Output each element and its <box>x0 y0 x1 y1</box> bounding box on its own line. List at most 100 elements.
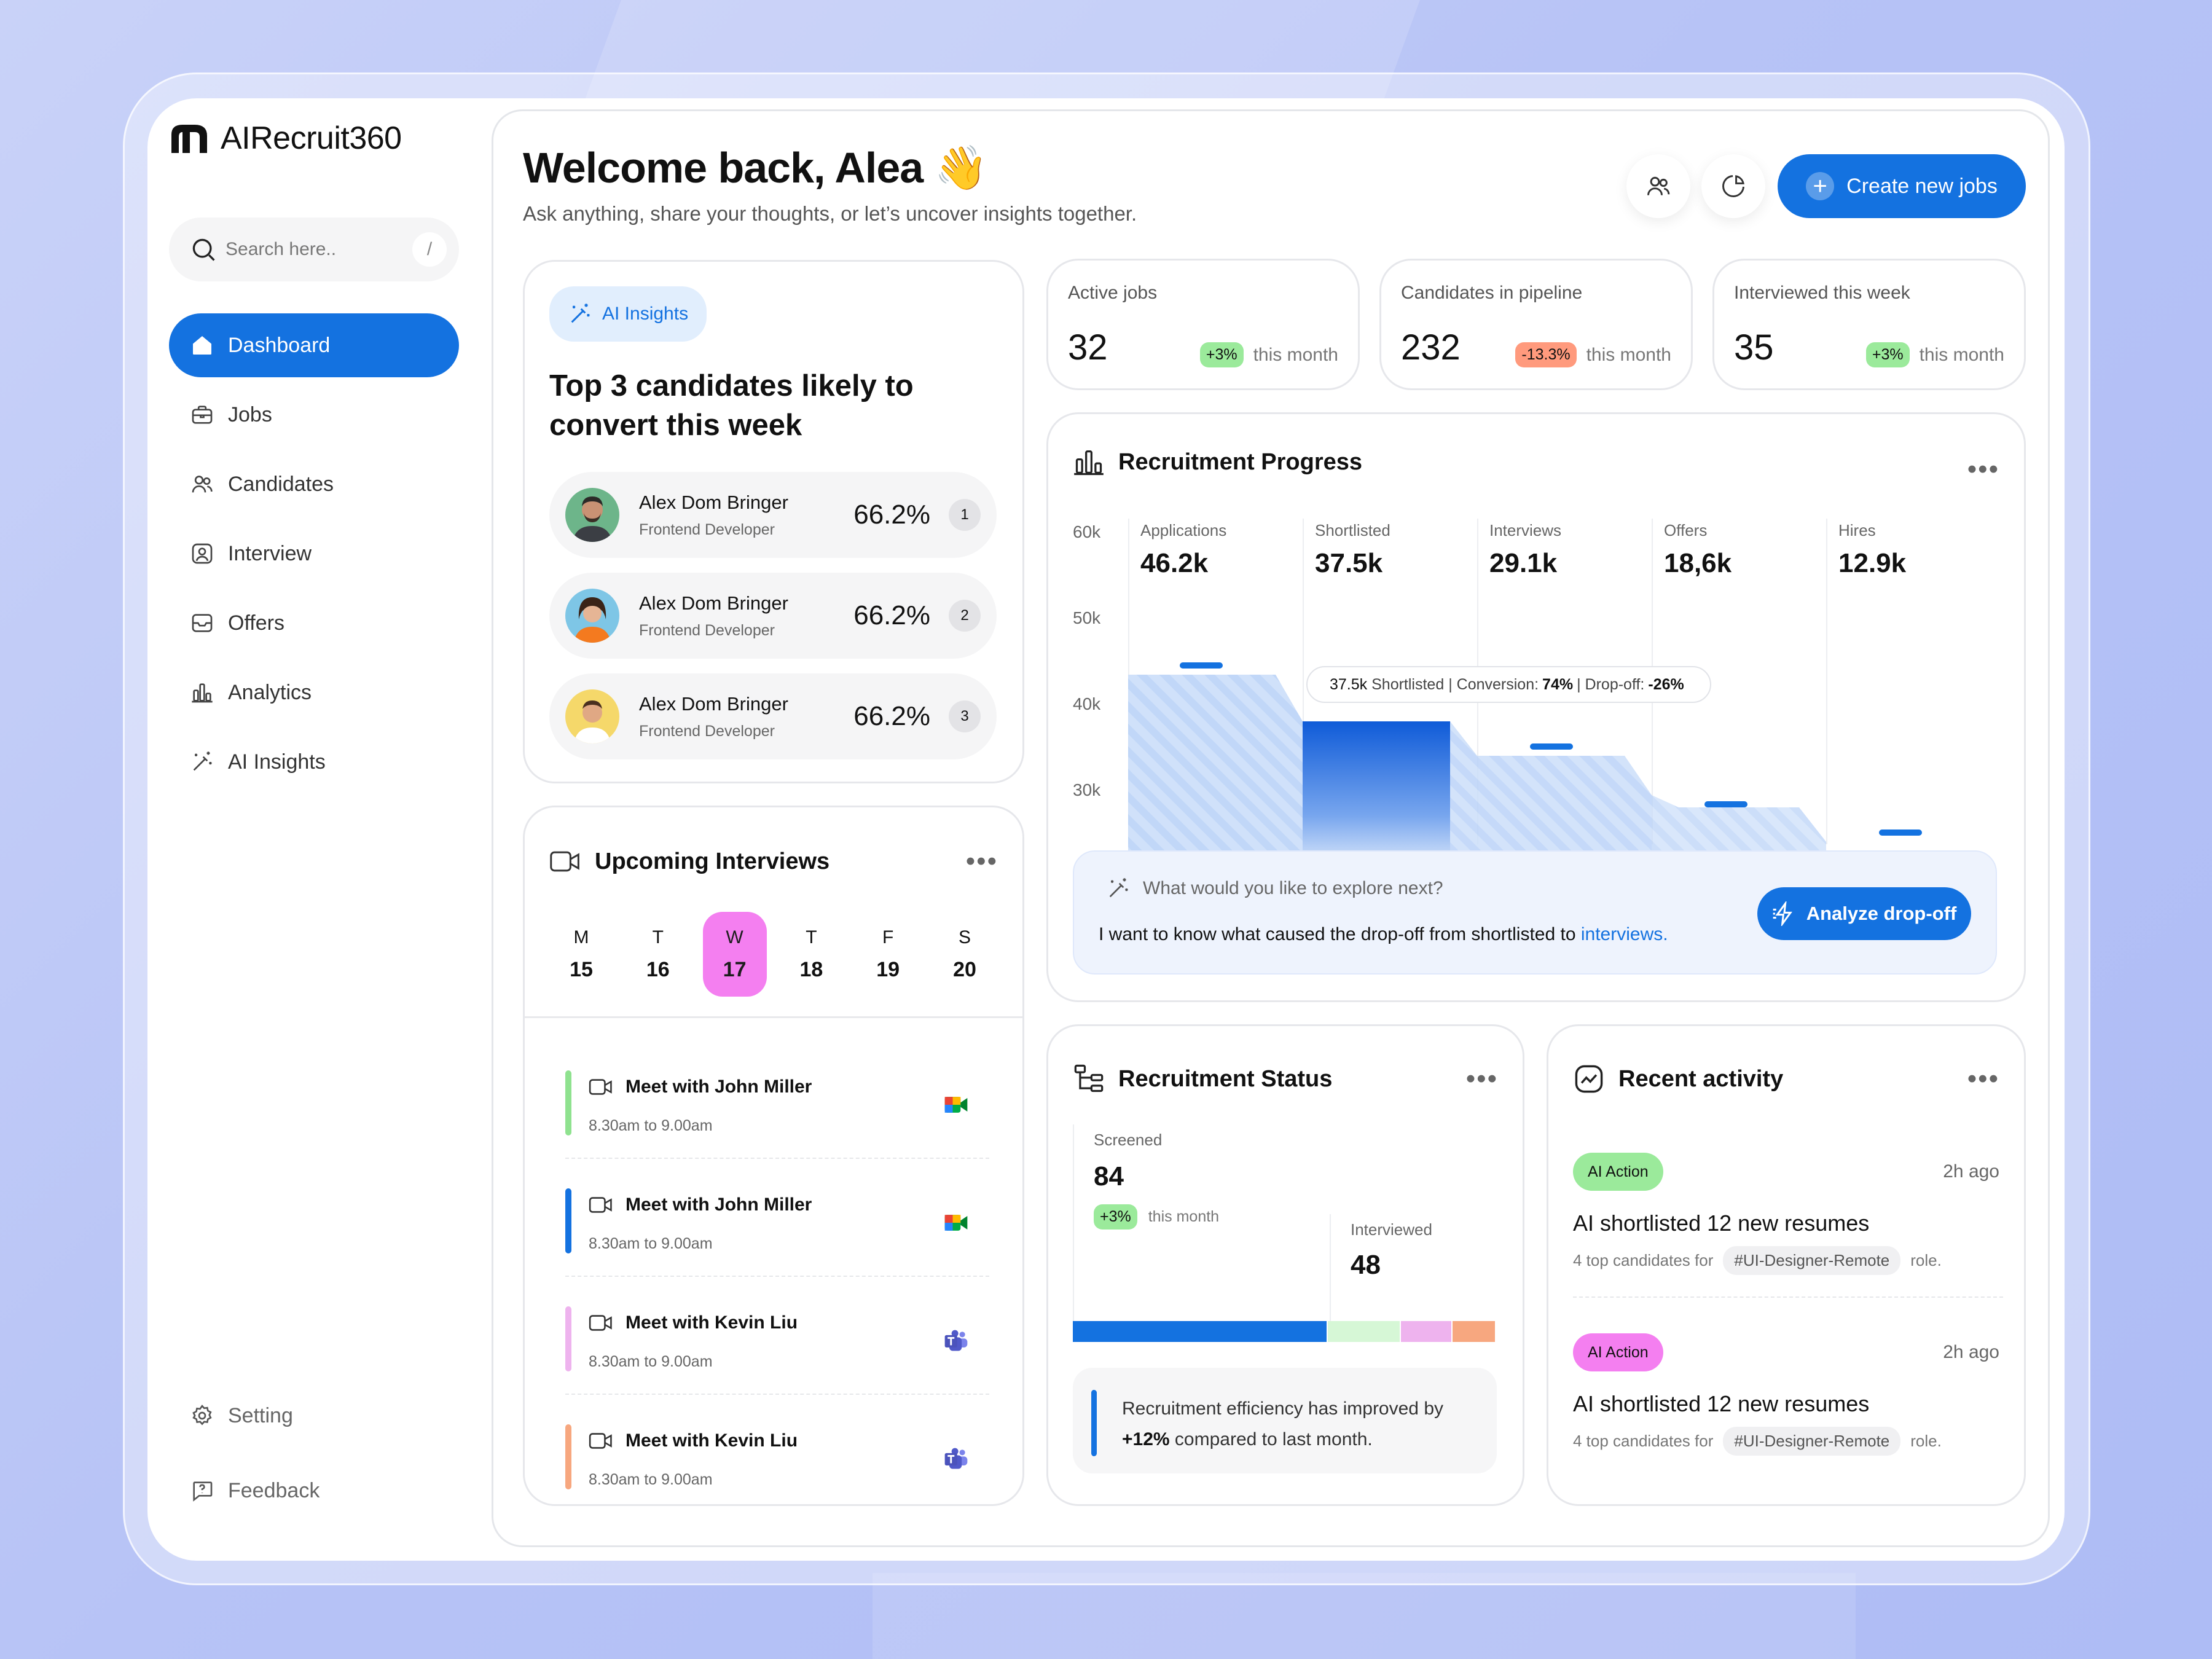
status-bar-segment <box>1073 1321 1327 1342</box>
sidebar-item-label: Offers <box>228 611 284 635</box>
status-chart: Screened 84 +3% this month Interviewed 48 <box>1073 1124 1499 1339</box>
day-item[interactable]: T 18 <box>799 927 823 981</box>
stat-card-pipeline[interactable]: Candidates in pipeline 232 -13.3% this mo… <box>1379 259 1693 390</box>
sidebar-item-setting[interactable]: Setting <box>169 1384 459 1448</box>
more-options-icon[interactable]: ••• <box>1465 1064 1498 1094</box>
meeting-title: Meet with John Miller <box>626 1077 812 1097</box>
activity-icon <box>1575 1065 1603 1093</box>
sidebar-item-candidates[interactable]: Candidates <box>169 452 459 516</box>
team-button[interactable] <box>1626 154 1690 218</box>
welcome-text: Welcome back, Alea <box>523 144 924 192</box>
stat-value: 35 <box>1734 327 1774 367</box>
sidebar-item-offers[interactable]: Offers <box>169 591 459 655</box>
day-item[interactable]: M 15 <box>570 927 593 981</box>
meeting-item[interactable]: Meet with John Miller 8.30am to 9.00am <box>565 1160 989 1277</box>
conversion-percent: 66.2% <box>853 701 930 731</box>
meeting-item[interactable]: Meet with John Miller 8.30am to 9.00am <box>565 1042 989 1159</box>
page-title: Welcome back, Alea 👋 <box>523 143 988 194</box>
conversion-percent: 66.2% <box>853 500 930 530</box>
funnel-marker <box>1879 830 1922 836</box>
google-meet-icon[interactable] <box>943 1209 970 1236</box>
avatar <box>565 488 619 542</box>
activity-subtitle: 4 top candidates for <box>1573 1432 1714 1450</box>
google-meet-icon[interactable] <box>943 1091 970 1118</box>
meeting-color-bar <box>565 1070 571 1135</box>
ms-teams-icon[interactable] <box>943 1327 970 1354</box>
stat-card-active-jobs[interactable]: Active jobs 32 +3% this month <box>1046 259 1360 390</box>
candidate-row[interactable]: Alex Dom Bringer Frontend Developer 66.2… <box>549 673 997 759</box>
card-title: Recent activity <box>1618 1065 1784 1092</box>
sidebar-item-dashboard[interactable]: Dashboard <box>169 313 459 377</box>
activity-time: 2h ago <box>1943 1161 1999 1182</box>
recent-activity-card: Recent activity ••• AI Action 2h ago AI … <box>1547 1024 2026 1506</box>
sidebar-bottom-nav: Setting Feedback <box>169 1384 459 1534</box>
candidate-role: Frontend Developer <box>639 520 775 538</box>
sidebar-item-interview[interactable]: Interview <box>169 522 459 586</box>
day-item[interactable]: T 16 <box>646 927 670 981</box>
meeting-color-bar <box>565 1424 571 1489</box>
ask-link[interactable]: interviews. <box>1580 924 1668 944</box>
ai-action-chip: AI Action <box>1573 1333 1663 1371</box>
sidebar-item-jobs[interactable]: Jobs <box>169 383 459 447</box>
trend-period: this month <box>1148 1208 1220 1225</box>
search-placeholder: Search here.. <box>226 239 337 259</box>
meeting-time: 8.30am to 9.00am <box>589 1235 713 1252</box>
sidebar-item-ai-insights[interactable]: AI Insights <box>169 730 459 794</box>
rank-badge: 1 <box>949 499 981 531</box>
stat-card-interviewed[interactable]: Interviewed this week 35 +3% this month <box>1712 259 2026 390</box>
upcoming-interviews-card: Upcoming Interviews ••• M 15 T 16 W 17 T 18 … <box>523 806 1024 1506</box>
funnel-marker <box>1530 743 1573 750</box>
avatar <box>565 589 619 643</box>
day-item[interactable]: S 20 <box>953 927 976 981</box>
ask-question: What would you like to explore next? <box>1143 878 1443 898</box>
funnel-stage-hires: Hires 12.9k <box>1826 519 2001 844</box>
candidate-row[interactable]: Alex Dom Bringer Frontend Developer 66.2… <box>549 472 997 558</box>
funnel-area-offers <box>1652 795 1826 857</box>
ms-teams-icon[interactable] <box>943 1445 970 1472</box>
interviewed-label: Interviewed <box>1351 1220 1432 1239</box>
activity-time: 2h ago <box>1943 1342 1999 1362</box>
y-tick-label: 30k <box>1073 780 1101 799</box>
meeting-item[interactable]: Meet with Kevin Liu 8.30am to 9.00am <box>565 1278 989 1395</box>
stat-value: 32 <box>1068 327 1108 367</box>
note-highlight: +12% <box>1122 1429 1170 1449</box>
screened-value: 84 <box>1094 1161 1124 1191</box>
app-logo[interactable]: AIRecruit360 <box>169 120 402 157</box>
more-options-icon[interactable]: ••• <box>1967 1064 1999 1094</box>
job-tag[interactable]: #UI-Designer-Remote <box>1723 1246 1901 1275</box>
card-header: Upcoming Interviews <box>549 845 830 877</box>
sidebar-item-label: Feedback <box>228 1478 320 1502</box>
card-title: Upcoming Interviews <box>595 848 830 874</box>
sidebar-item-label: Interview <box>228 541 312 565</box>
reports-button[interactable] <box>1701 154 1765 218</box>
day-item[interactable]: F 19 <box>876 927 900 981</box>
card-header: Recruitment Status <box>1073 1063 1332 1095</box>
sidebar-item-feedback[interactable]: Feedback <box>169 1459 459 1523</box>
meeting-time: 8.30am to 9.00am <box>589 1117 713 1134</box>
day-picker: M 15 T 16 W 17 T 18 F 19 S 20 <box>549 912 997 997</box>
note-text: Recruitment efficiency has improved by <box>1122 1398 1444 1419</box>
sidebar-item-analytics[interactable]: Analytics <box>169 661 459 724</box>
meeting-item[interactable]: Meet with Kevin Liu 8.30am to 9.00am <box>565 1396 989 1504</box>
job-tag[interactable]: #UI-Designer-Remote <box>1723 1427 1901 1456</box>
more-options-icon[interactable]: ••• <box>965 846 998 876</box>
card-title: Recruitment Progress <box>1118 449 1363 475</box>
day-item-selected[interactable]: W 17 <box>702 912 767 997</box>
video-camera-icon <box>589 1433 612 1449</box>
analyze-dropoff-button[interactable]: Analyze drop-off <box>1757 887 1971 940</box>
chip-label: AI Insights <box>602 304 689 324</box>
funnel-marker <box>1180 662 1223 669</box>
y-tick-label: 40k <box>1073 694 1101 713</box>
trend-period: this month <box>1253 344 1338 365</box>
funnel-bar-shortlisted[interactable] <box>1303 721 1450 857</box>
divider <box>525 1016 1022 1018</box>
trend-badge: +3% <box>1094 1204 1137 1230</box>
rank-badge: 3 <box>949 700 981 732</box>
sidebar-nav: Dashboard Jobs Candidates Interview Offe… <box>169 313 459 799</box>
ask-input[interactable]: I want to know what caused the drop-off … <box>1099 924 1668 944</box>
create-job-button[interactable]: + Create new jobs <box>1778 154 2026 218</box>
more-options-icon[interactable]: ••• <box>1967 454 1999 484</box>
search-bar[interactable]: Search here.. / <box>169 218 459 281</box>
candidate-row[interactable]: Alex Dom Bringer Frontend Developer 66.2… <box>549 573 997 659</box>
card-header: Recent activity <box>1573 1063 1783 1095</box>
